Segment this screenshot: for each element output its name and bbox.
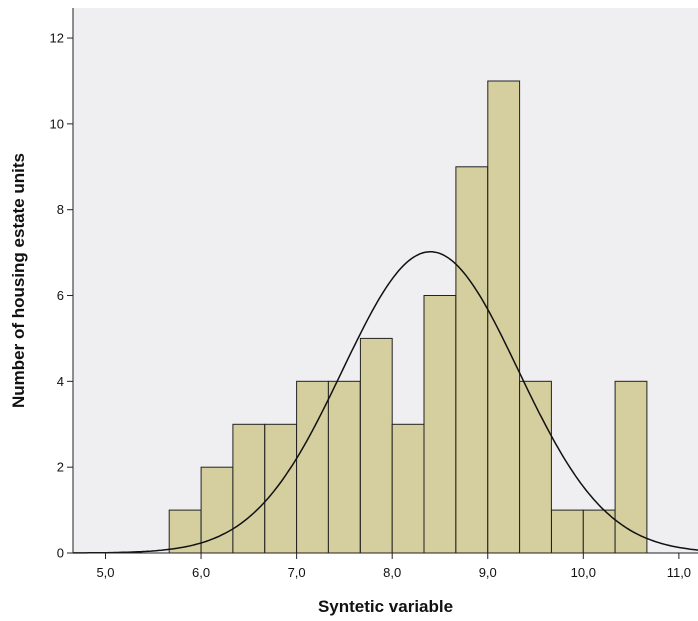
x-axis-title: Syntetic variable [318, 597, 453, 616]
x-tick-label: 11,0 [667, 565, 691, 580]
histogram-bar-8 [391, 423, 425, 554]
histogram-bar-9 [423, 295, 457, 554]
histogram-bar-5 [296, 380, 329, 554]
y-axis-title: Number of housing estate units [9, 153, 28, 408]
y-tick-label: 10 [50, 116, 64, 131]
axes [72, 8, 698, 554]
histogram-bar-6 [327, 380, 361, 554]
histogram-bar-12 [519, 380, 552, 554]
y-tick-label: 4 [57, 374, 64, 389]
y-tick-label: 0 [57, 546, 64, 561]
histogram-bar-10 [455, 166, 489, 554]
histogram-bar-3 [232, 423, 266, 554]
x-axis-ticks: 5,0 6,0 7,0 8,0 9,0 10,0 11,0 [96, 553, 691, 580]
histogram-bar-4 [264, 423, 298, 554]
y-axis-ticks: 0 2 4 6 8 10 12 [50, 31, 73, 561]
histogram-bar-1 [168, 509, 202, 554]
x-tick-label: 5,0 [96, 565, 114, 580]
histogram-bars [168, 80, 648, 554]
x-tick-label: 7,0 [288, 565, 306, 580]
histogram-bar-15 [614, 380, 648, 554]
histogram-bar-7 [359, 337, 393, 554]
histogram-bar-2 [200, 466, 234, 554]
histogram-bar-13 [551, 509, 584, 554]
x-tick-label: 6,0 [192, 565, 210, 580]
histogram-bar-14 [582, 509, 616, 554]
y-tick-label: 12 [50, 31, 64, 46]
normal-curve [73, 251, 698, 554]
y-tick-label: 8 [57, 202, 64, 217]
x-tick-label: 9,0 [479, 565, 497, 580]
x-tick-label: 8,0 [383, 565, 401, 580]
x-tick-label: 10,0 [571, 565, 596, 580]
y-tick-label: 6 [57, 288, 64, 303]
y-tick-label: 2 [57, 460, 64, 475]
